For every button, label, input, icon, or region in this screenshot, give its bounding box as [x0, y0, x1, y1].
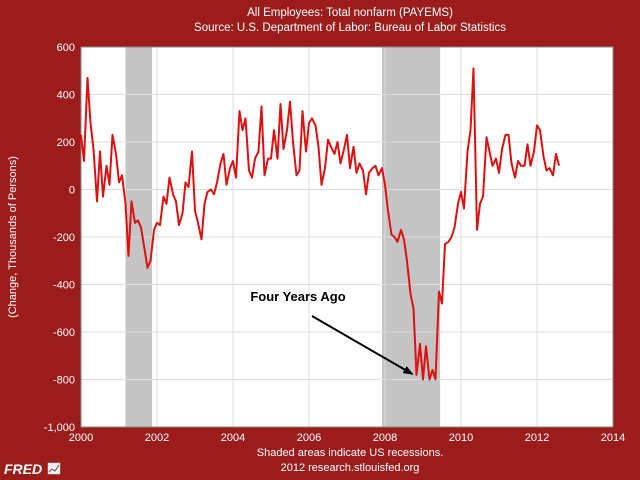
y-tick-label: 200	[57, 137, 75, 149]
x-tick-label: 2002	[145, 432, 169, 444]
y-tick-label: 400	[57, 90, 75, 102]
fred-logo-graph-icon	[47, 462, 61, 475]
annotation-label: Four Years Ago	[250, 289, 345, 304]
y-tick-label: -200	[53, 232, 75, 244]
x-tick-label: 2004	[221, 432, 245, 444]
y-tick-label: -400	[53, 280, 75, 292]
series-layer	[80, 67, 560, 381]
recession-note: Shaded areas indicate US recessions.	[257, 447, 444, 459]
y-axis-label: (Change, Thousands of Persons)	[7, 156, 19, 318]
fred-logo-graph-line	[48, 464, 60, 473]
y-tick-label: -800	[53, 375, 75, 387]
plot-border	[80, 46, 614, 428]
x-tick-label: 2012	[525, 432, 549, 444]
y-tick-labels: -1,000 -800 -600 -400 -200 0 200 400 600	[44, 42, 75, 434]
chart-subtitle: Source: U.S. Department of Labor: Bureau…	[194, 22, 506, 34]
fred-logo-text: FRED	[4, 461, 42, 477]
source-credit: 2012 research.stlouisfed.org	[281, 462, 420, 474]
y-tick-label: 0	[69, 185, 75, 197]
x-tick-label: 2008	[373, 432, 397, 444]
x-tick-label: 2000	[69, 432, 93, 444]
y-tick-label: -1,000	[44, 422, 75, 434]
fred-logo: FRED	[4, 461, 61, 477]
y-tick-label: -600	[53, 327, 75, 339]
chart-title: All Employees: Total nonfarm (PAYEMS)	[247, 7, 453, 19]
gridlines	[81, 47, 613, 427]
x-tick-label: 2010	[449, 432, 473, 444]
x-tick-label: 2006	[297, 432, 321, 444]
y-tick-label: 600	[57, 42, 75, 54]
series-line-1	[80, 67, 560, 381]
x-tick-label: 2014	[601, 432, 625, 444]
annotation-arrow	[311, 315, 414, 375]
x-tick-labels: 2000 2002 2004 2006 2008 2010 2012 2014	[69, 432, 625, 444]
